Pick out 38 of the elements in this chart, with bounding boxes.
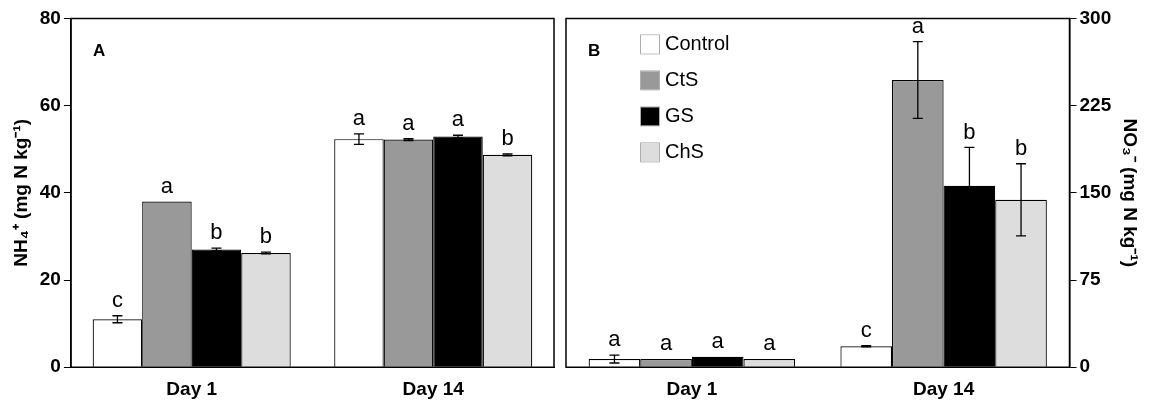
y2-tick-label: 150: [1079, 181, 1112, 203]
data-label: a: [711, 327, 725, 353]
annotation: A: [92, 40, 106, 60]
y-tick-label: 60: [39, 93, 61, 115]
y2-tick-label: 300: [1079, 6, 1112, 28]
x-tick-label: Day 1: [166, 377, 218, 399]
annotation: B: [588, 40, 601, 60]
legend-label: ChS: [665, 139, 704, 162]
data-label: a: [352, 105, 366, 130]
legend-label: CtS: [665, 67, 699, 90]
data-label: c: [860, 316, 872, 342]
data-label: b: [210, 219, 223, 245]
y2-axis-title: NO₃⁻ (mg N kg⁻¹): [1120, 118, 1142, 268]
y-tick-label: 40: [39, 181, 61, 203]
data-label: b: [963, 118, 976, 144]
data-label: a: [608, 326, 622, 352]
x-tick-label: Day 14: [402, 377, 465, 399]
y2-tick-label: 75: [1079, 268, 1102, 290]
data-label: a: [911, 12, 925, 38]
y-tick-label: 0: [50, 355, 61, 377]
data-label: a: [659, 330, 673, 356]
data-label: a: [160, 172, 174, 198]
data-label: b: [1014, 134, 1028, 160]
y2-tick-label: 0: [1079, 355, 1091, 377]
y-tick-label: 80: [39, 6, 61, 28]
data-label: a: [402, 109, 416, 135]
data-label: b: [259, 223, 273, 249]
y-axis-title: NH₄⁺ (mg N kg⁻¹): [9, 118, 31, 267]
x-tick-label: Day 14: [912, 377, 975, 399]
data-label: a: [451, 106, 465, 132]
data-label: b: [501, 125, 514, 151]
y2-tick-label: 225: [1079, 93, 1112, 115]
legend-label: Control: [665, 31, 730, 54]
y-tick-label: 20: [39, 268, 61, 290]
legend-label: GS: [665, 103, 694, 126]
x-tick-label: Day 1: [666, 377, 718, 399]
data-label: a: [763, 330, 777, 356]
data-label: c: [111, 286, 123, 312]
